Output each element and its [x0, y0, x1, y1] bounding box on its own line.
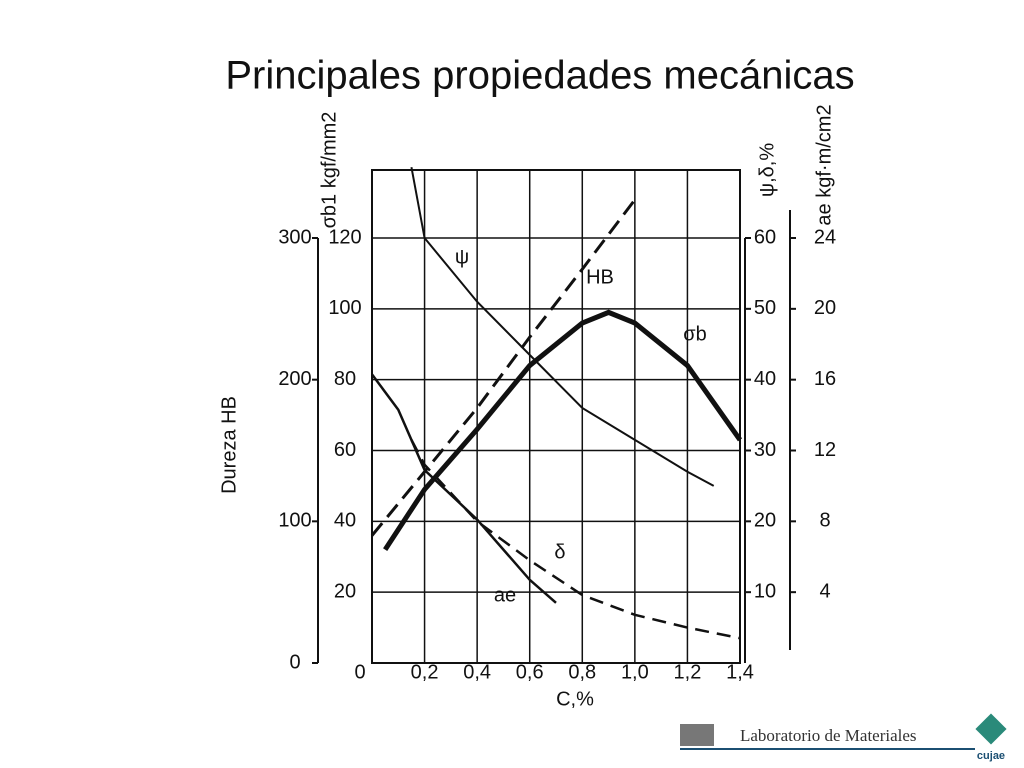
- y-tick-label: 100: [278, 510, 311, 532]
- y-tick-label: 10: [754, 580, 776, 602]
- chart-title: Principales propiedades mecánicas: [225, 54, 854, 98]
- x-tick-label: 0,8: [568, 661, 596, 683]
- series-label: ae: [494, 584, 516, 606]
- x-tick-label: 1,0: [621, 661, 649, 683]
- y-tick-label: 0: [289, 651, 300, 673]
- y-tick-label: 100: [328, 297, 361, 319]
- x-tick-label: 0,4: [463, 661, 491, 683]
- y-tick-label: 20: [814, 297, 836, 319]
- series-label: δ: [554, 541, 565, 563]
- series-label: ψ: [455, 246, 469, 268]
- lab-name: Laboratorio de Materiales: [740, 726, 917, 745]
- series-line: [383, 309, 743, 552]
- y-tick-label: 16: [814, 368, 836, 390]
- y-tick-label: 20: [754, 510, 776, 532]
- x-tick-label: 0,6: [516, 661, 544, 683]
- axis-title: σb1 kgf/mm2: [318, 112, 340, 229]
- y-tick-label: 40: [334, 510, 356, 532]
- y-tick-label: 30: [754, 439, 776, 461]
- lab-logo: [680, 724, 714, 746]
- axis-title: ψ,δ,%: [756, 143, 778, 198]
- y-tick-label: 60: [754, 226, 776, 248]
- series-line: [370, 373, 557, 604]
- y-tick-label: 60: [334, 439, 356, 461]
- x-tick-label: 0: [354, 661, 365, 683]
- axis-title: Dureza HB: [218, 396, 240, 494]
- y-tick-label: 200: [278, 368, 311, 390]
- y-tick-label: 80: [334, 368, 356, 390]
- cujae-text: cujae: [977, 750, 1005, 762]
- y-tick-label: 20: [334, 580, 356, 602]
- x-tick-label: 0,2: [411, 661, 439, 683]
- series-label: HB: [586, 266, 614, 288]
- y-tick-label: 8: [819, 510, 830, 532]
- x-tick-label: 1,4: [726, 661, 754, 683]
- plot-frame: [371, 169, 741, 664]
- y-tick-label: 40: [754, 368, 776, 390]
- cujae-icon: [975, 713, 1007, 745]
- y-tick-label: 50: [754, 297, 776, 319]
- y-tick-label: 120: [328, 226, 361, 248]
- y-tick-label: 12: [814, 439, 836, 461]
- series-line: [370, 198, 637, 537]
- series-label: σb: [683, 323, 706, 345]
- y-tick-label: 4: [819, 580, 830, 602]
- x-tick-label: 1,2: [674, 661, 702, 683]
- footer: Laboratorio de Materiales cujae: [680, 713, 1007, 762]
- series-line: [410, 439, 741, 640]
- y-tick-label: 300: [278, 226, 311, 248]
- x-axis-title: C,%: [556, 688, 594, 710]
- y-tick-label: 24: [814, 226, 836, 248]
- axis-title: ae kgf·m/cm2: [813, 104, 835, 225]
- series-line: [410, 166, 715, 487]
